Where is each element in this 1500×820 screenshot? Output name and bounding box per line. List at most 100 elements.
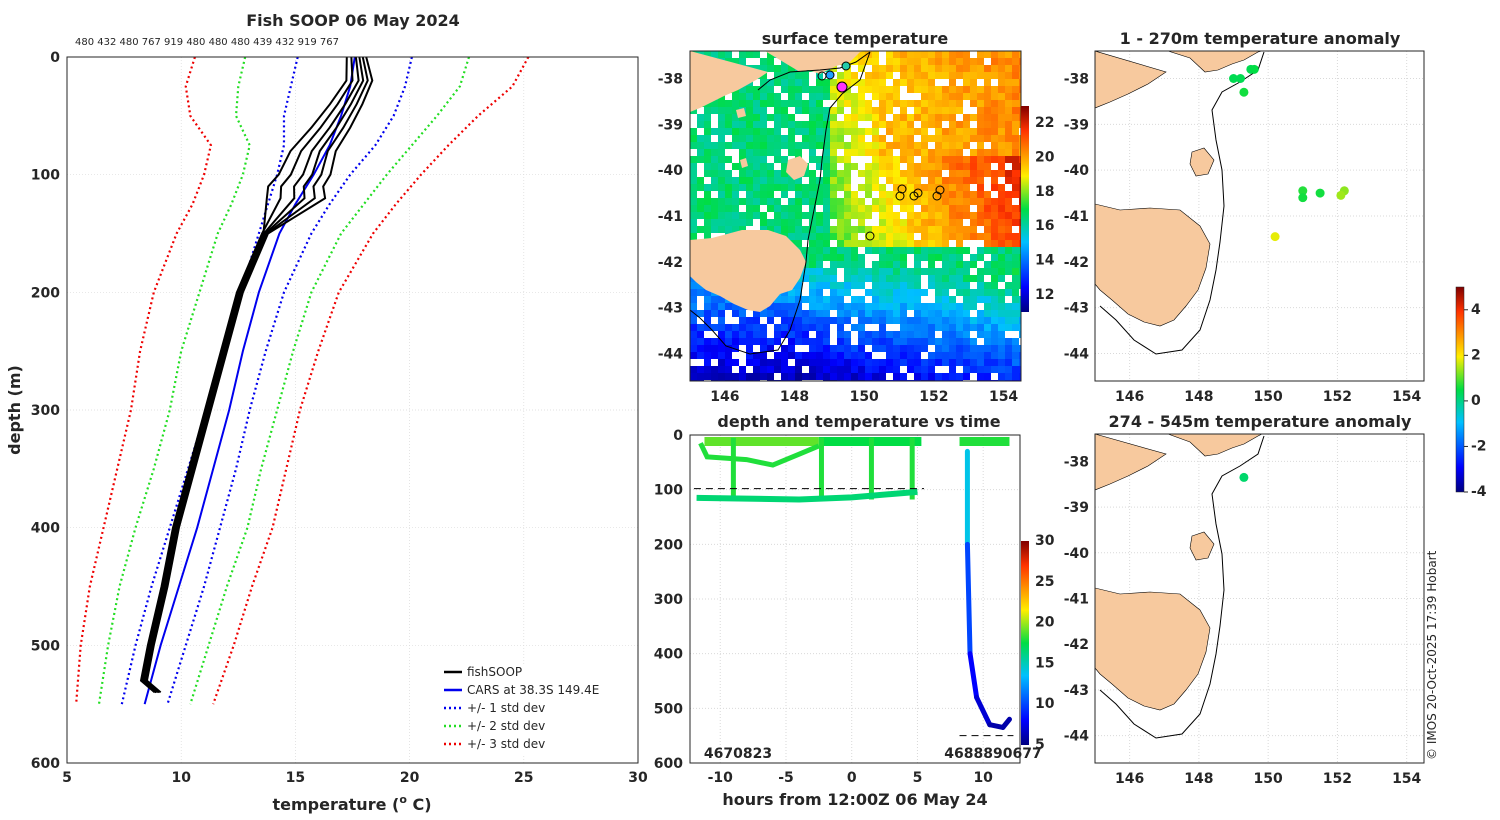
sst-cell bbox=[942, 72, 949, 79]
sst-cell bbox=[767, 219, 774, 226]
colorbar-tick-label: 0 bbox=[1471, 393, 1481, 409]
sst-cell bbox=[942, 93, 949, 100]
sst-cell bbox=[893, 121, 900, 128]
sst-cell bbox=[795, 135, 802, 142]
sst-cell bbox=[697, 317, 704, 324]
sst-cell bbox=[788, 310, 795, 317]
sst-cell bbox=[732, 212, 739, 219]
sst-cell bbox=[963, 177, 970, 184]
sst-cell bbox=[977, 275, 984, 282]
sst-cell bbox=[879, 303, 886, 310]
sst-cell bbox=[1005, 156, 1012, 163]
sst-cell bbox=[816, 212, 823, 219]
sst-cell bbox=[1019, 233, 1021, 240]
sst-cell bbox=[949, 373, 956, 380]
sst-cell bbox=[837, 107, 844, 114]
sst-cell bbox=[956, 275, 963, 282]
sst-cell bbox=[921, 275, 928, 282]
sst-cell bbox=[816, 310, 823, 317]
sst-cell bbox=[711, 177, 718, 184]
sst-cell bbox=[753, 114, 760, 121]
sst-cell bbox=[991, 93, 998, 100]
colorbar-tick-label: 10 bbox=[1035, 696, 1055, 712]
sst-cell bbox=[851, 86, 858, 93]
sst-cell bbox=[697, 191, 704, 198]
sst-cell bbox=[914, 345, 921, 352]
sst-cell bbox=[928, 310, 935, 317]
sst-cell bbox=[942, 289, 949, 296]
sst-cell bbox=[690, 121, 697, 128]
sst-cell bbox=[998, 268, 1005, 275]
sst-temperature-cells bbox=[690, 51, 1021, 381]
sst-cell bbox=[949, 128, 956, 135]
sst-cell bbox=[781, 331, 788, 338]
sst-cell bbox=[823, 219, 830, 226]
sst-cell bbox=[970, 233, 977, 240]
sst-cell bbox=[872, 79, 879, 86]
sst-cell bbox=[998, 156, 1005, 163]
x-tick-label: 150 bbox=[1254, 389, 1283, 405]
sst-cell bbox=[704, 359, 711, 366]
sst-cell bbox=[781, 170, 788, 177]
y-tick-label: -43 bbox=[1064, 683, 1089, 699]
sst-cell bbox=[921, 247, 928, 254]
sst-cell bbox=[942, 226, 949, 233]
sst-cell bbox=[865, 135, 872, 142]
sst-cell bbox=[956, 170, 963, 177]
sst-cell bbox=[732, 191, 739, 198]
sst-cell bbox=[711, 212, 718, 219]
sst-cell bbox=[844, 163, 851, 170]
ts-deep-dive-track bbox=[964, 541, 973, 657]
sst-cell bbox=[935, 93, 942, 100]
sst-cell bbox=[858, 65, 865, 72]
sst-cell bbox=[914, 275, 921, 282]
sst-cell bbox=[1012, 212, 1019, 219]
sst-cell bbox=[949, 205, 956, 212]
sst-cell bbox=[1005, 254, 1012, 261]
sst-cell bbox=[767, 79, 774, 86]
sst-cell bbox=[907, 373, 914, 380]
sst-cell bbox=[984, 352, 991, 359]
sst-cell bbox=[697, 296, 704, 303]
sst-cell bbox=[858, 296, 865, 303]
sst-cell bbox=[1012, 233, 1019, 240]
sst-cell bbox=[767, 352, 774, 359]
sst-cell bbox=[809, 373, 816, 380]
sst-cell bbox=[711, 114, 718, 121]
sst-cell bbox=[760, 331, 767, 338]
sst-cell bbox=[893, 282, 900, 289]
sst-cell bbox=[872, 121, 879, 128]
sst-cell bbox=[746, 121, 753, 128]
sst-cell bbox=[823, 373, 830, 380]
sst-cell bbox=[991, 247, 998, 254]
sst-cell bbox=[844, 198, 851, 205]
sst-cell bbox=[942, 324, 949, 331]
sst-cell bbox=[830, 156, 837, 163]
sst-cell bbox=[956, 303, 963, 310]
sst-cell bbox=[858, 163, 865, 170]
sst-cell bbox=[886, 331, 893, 338]
sst-cell bbox=[998, 142, 1005, 149]
sst-cell bbox=[998, 226, 1005, 233]
sst-cell bbox=[879, 261, 886, 268]
sst-cell bbox=[760, 86, 767, 93]
sst-cell bbox=[746, 191, 753, 198]
sst-cell bbox=[781, 359, 788, 366]
sst-cell bbox=[809, 79, 816, 86]
sst-cell bbox=[725, 149, 732, 156]
sst-cell bbox=[1019, 114, 1021, 121]
sst-cell bbox=[1005, 58, 1012, 65]
sst-cell bbox=[900, 114, 907, 121]
sst-station-marker-highlight bbox=[836, 81, 848, 93]
sst-cell bbox=[921, 289, 928, 296]
sst-cell bbox=[865, 170, 872, 177]
sst-cell bbox=[886, 366, 893, 373]
sst-cell bbox=[704, 184, 711, 191]
sst-cell bbox=[739, 114, 746, 121]
sst-cell bbox=[914, 184, 921, 191]
sst-cell bbox=[1019, 226, 1021, 233]
sst-cell bbox=[949, 289, 956, 296]
sst-cell bbox=[718, 184, 725, 191]
sst-cell bbox=[732, 135, 739, 142]
sst-cell bbox=[942, 338, 949, 345]
